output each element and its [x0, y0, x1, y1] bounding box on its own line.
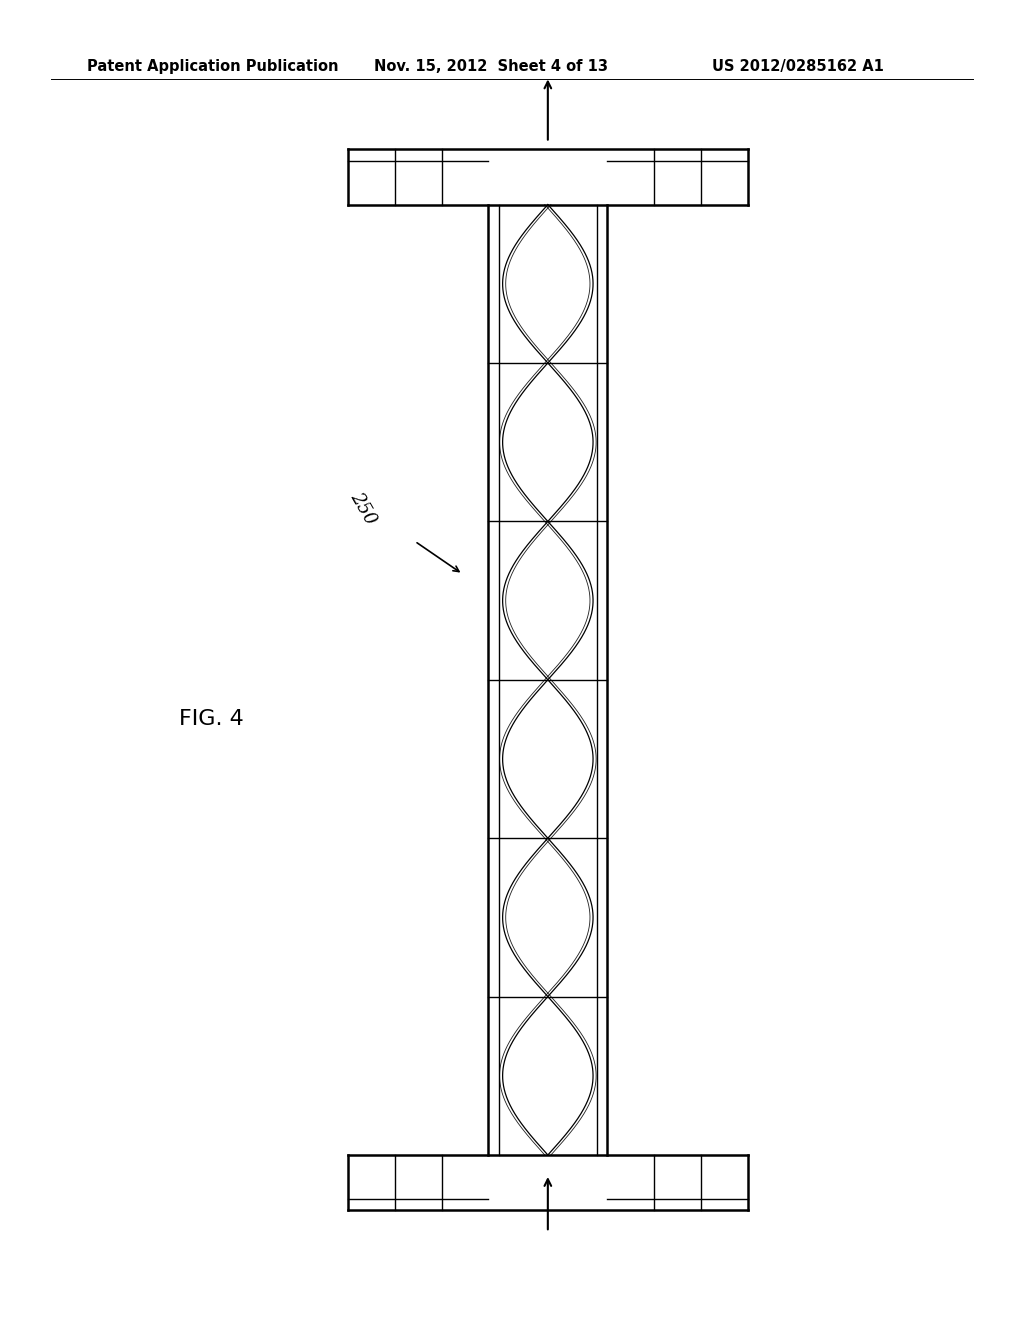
Text: Nov. 15, 2012  Sheet 4 of 13: Nov. 15, 2012 Sheet 4 of 13	[374, 59, 608, 74]
Text: US 2012/0285162 A1: US 2012/0285162 A1	[712, 59, 884, 74]
Text: 250: 250	[347, 488, 380, 528]
Text: Patent Application Publication: Patent Application Publication	[87, 59, 339, 74]
Text: FIG. 4: FIG. 4	[179, 709, 244, 730]
